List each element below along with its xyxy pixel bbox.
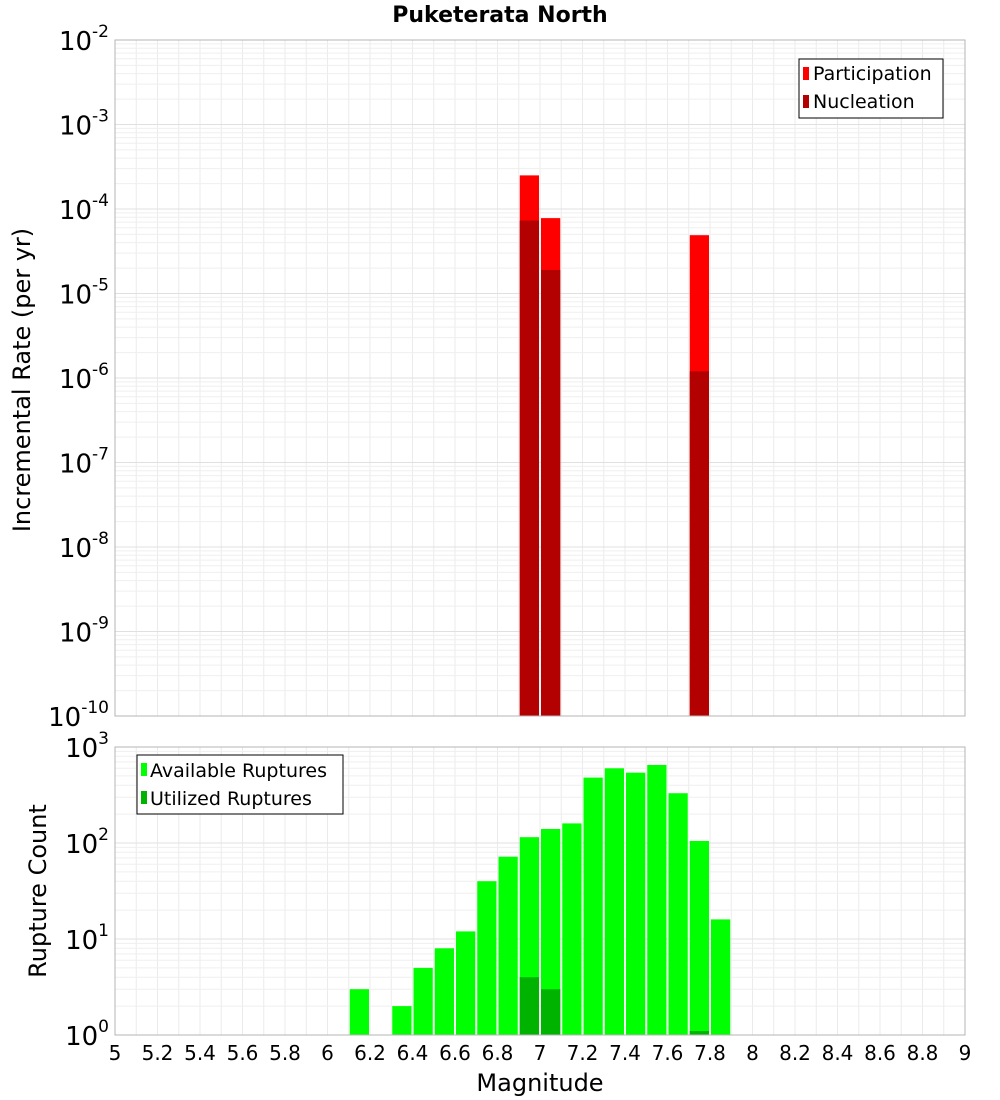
- y-tick-label: 101: [65, 921, 109, 956]
- rate-legend: Participation Nucleation: [798, 58, 944, 119]
- count-bar-available-ruptures: [562, 823, 582, 1035]
- count-bar-available-ruptures: [456, 931, 476, 1035]
- rate-plot-border: [114, 39, 966, 717]
- legend-utilized-label: Utilized Ruptures: [150, 788, 312, 810]
- rate-bars: [519, 175, 709, 716]
- y-tick-label: 10-8: [59, 529, 109, 564]
- y-tick-label: 103: [65, 729, 109, 764]
- chart-title: Puketerata North: [392, 3, 607, 28]
- rate-bar-nucleation: [519, 220, 539, 716]
- y-tick-label: 10-4: [59, 191, 109, 226]
- y-tick-label: 102: [65, 825, 109, 860]
- x-tick-label: 6: [321, 1041, 334, 1065]
- count-bar-utilized-ruptures: [519, 977, 539, 1035]
- legend-utilized-swatch: [141, 791, 147, 804]
- x-tick-label: 7.4: [609, 1041, 641, 1065]
- rate-y-ticks: 10-10 10-9 10-8 10-7 10-6 10-5 10-4 10-3 10-2: [48, 22, 109, 733]
- x-tick-label: 8.4: [822, 1041, 854, 1065]
- x-tick-label: 5.4: [184, 1041, 216, 1065]
- y-tick-label: 10-3: [59, 107, 109, 142]
- y-tick-label: 10-10: [48, 698, 109, 733]
- count-bar-utilized-ruptures: [689, 1031, 709, 1035]
- y-tick-label: 10-6: [59, 360, 109, 395]
- x-tick-label: 6.4: [397, 1041, 429, 1065]
- x-tick-label: 5.8: [269, 1041, 301, 1065]
- x-tick-label: 7.8: [694, 1041, 726, 1065]
- x-tick-label: 6.6: [439, 1041, 471, 1065]
- rate-y-axis-label: Incremental Rate (per yr): [8, 228, 36, 532]
- rate-bar-nucleation: [541, 269, 561, 716]
- y-tick-label: 100: [65, 1017, 109, 1052]
- legend-available-swatch: [141, 763, 147, 776]
- x-tick-label: 8.6: [864, 1041, 896, 1065]
- count-bar-utilized-ruptures: [541, 989, 561, 1035]
- count-bar-available-ruptures: [413, 967, 433, 1035]
- count-bar-available-ruptures: [689, 840, 709, 1035]
- x-tick-labels: 5 5.2 5.4 5.6 5.8 6 6.2 6.4 6.6 6.8 7 7.2 7.4 7.6 7.8 8…: [109, 1041, 972, 1065]
- legend-nucleation-label: Nucleation: [813, 91, 915, 113]
- y-tick-label: 10-9: [59, 614, 109, 649]
- x-tick-label: 6.2: [354, 1041, 386, 1065]
- rate-gridlines: [114, 40, 966, 717]
- x-tick-label: 9: [959, 1041, 972, 1065]
- count-bar-available-ruptures: [647, 764, 667, 1035]
- x-tick-label: 8.8: [907, 1041, 939, 1065]
- count-bar-available-ruptures: [477, 881, 497, 1035]
- count-bar-available-ruptures: [583, 777, 603, 1035]
- count-legend: Available Ruptures Utilized Ruptures: [136, 754, 344, 815]
- y-tick-label: 10-2: [59, 22, 109, 57]
- count-bar-available-ruptures: [349, 989, 369, 1035]
- x-tick-label: 8: [746, 1041, 759, 1065]
- x-tick-label: 6.8: [482, 1041, 514, 1065]
- x-tick-label: 7.2: [567, 1041, 599, 1065]
- count-bar-available-ruptures: [626, 772, 646, 1035]
- count-bars: [349, 764, 731, 1035]
- count-bar-available-ruptures: [434, 948, 454, 1035]
- x-tick-label: 5: [109, 1041, 122, 1065]
- legend-participation-swatch: [803, 67, 809, 80]
- rate-bar-nucleation: [689, 371, 709, 716]
- legend-nucleation-swatch: [803, 95, 809, 108]
- x-tick-label: 5.6: [227, 1041, 259, 1065]
- legend-participation-label: Participation: [813, 63, 932, 85]
- y-tick-label: 10-5: [59, 276, 109, 311]
- count-bar-available-ruptures: [392, 1006, 412, 1035]
- x-tick-label: 8.2: [779, 1041, 811, 1065]
- count-bar-available-ruptures: [668, 793, 688, 1035]
- y-tick-label: 10-7: [59, 445, 109, 480]
- count-y-ticks: 100 101 102 103: [65, 729, 109, 1052]
- x-axis-label: Magnitude: [476, 1069, 603, 1097]
- x-tick-label: 5.2: [142, 1041, 174, 1065]
- count-y-axis-label: Rupture Count: [24, 804, 52, 978]
- count-bar-available-ruptures: [541, 828, 561, 1035]
- count-bar-available-ruptures: [498, 856, 518, 1035]
- legend-available-label: Available Ruptures: [150, 760, 327, 782]
- x-tick-label: 7: [534, 1041, 547, 1065]
- x-tick-label: 7.6: [652, 1041, 684, 1065]
- count-bar-available-ruptures: [604, 768, 624, 1035]
- count-bar-available-ruptures: [711, 919, 731, 1035]
- count-plot-border: [114, 746, 966, 1036]
